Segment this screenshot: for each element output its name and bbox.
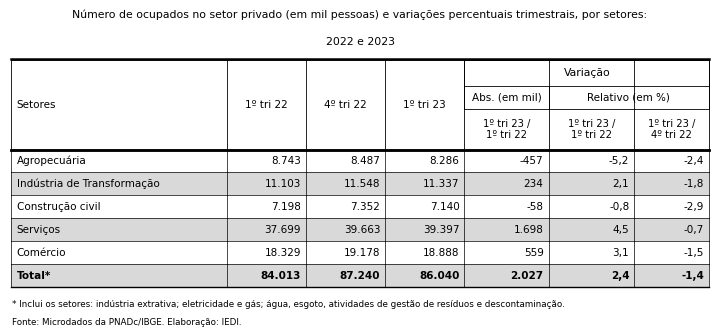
Text: 7.140: 7.140 bbox=[430, 202, 459, 212]
Text: -1,5: -1,5 bbox=[684, 248, 704, 258]
Bar bbox=[11, 196, 709, 218]
Text: Variação: Variação bbox=[564, 68, 610, 78]
Text: 1º tri 23 /
4º tri 22: 1º tri 23 / 4º tri 22 bbox=[648, 119, 696, 140]
Text: Relativo (em %): Relativo (em %) bbox=[588, 92, 670, 102]
Text: 1º tri 23: 1º tri 23 bbox=[403, 100, 446, 110]
Text: 234: 234 bbox=[523, 179, 544, 189]
Text: 3,1: 3,1 bbox=[613, 248, 629, 258]
Bar bbox=[11, 241, 709, 264]
Text: 11.103: 11.103 bbox=[264, 179, 301, 189]
Text: -1,8: -1,8 bbox=[684, 179, 704, 189]
Text: Construção civil: Construção civil bbox=[17, 202, 100, 212]
Bar bbox=[11, 264, 709, 287]
Text: Indústria de Transformação: Indústria de Transformação bbox=[17, 179, 159, 189]
Text: 18.888: 18.888 bbox=[423, 248, 459, 258]
Text: -0,8: -0,8 bbox=[609, 202, 629, 212]
Text: -0,7: -0,7 bbox=[684, 225, 704, 235]
Text: 2022 e 2023: 2022 e 2023 bbox=[325, 37, 395, 47]
Text: 19.178: 19.178 bbox=[343, 248, 380, 258]
Text: 1º tri 23 /
1º tri 22: 1º tri 23 / 1º tri 22 bbox=[568, 119, 615, 140]
Text: Total*: Total* bbox=[17, 271, 51, 281]
Text: 18.329: 18.329 bbox=[264, 248, 301, 258]
Text: 84.013: 84.013 bbox=[261, 271, 301, 281]
Text: * Inclui os setores: indústria extrativa; eletricidade e gás; água, esgoto, ativ: * Inclui os setores: indústria extrativa… bbox=[12, 300, 565, 308]
Text: Serviços: Serviços bbox=[17, 225, 60, 235]
Text: 86.040: 86.040 bbox=[419, 271, 459, 281]
Text: 39.663: 39.663 bbox=[343, 225, 380, 235]
Bar bbox=[11, 218, 709, 241]
Text: Número de ocupados no setor privado (em mil pessoas) e variações percentuais tri: Número de ocupados no setor privado (em … bbox=[73, 10, 647, 20]
Text: 7.352: 7.352 bbox=[351, 202, 380, 212]
Text: 559: 559 bbox=[523, 248, 544, 258]
Text: Comércio: Comércio bbox=[17, 248, 66, 258]
Text: -2,4: -2,4 bbox=[684, 156, 704, 166]
Text: 8.743: 8.743 bbox=[271, 156, 301, 166]
Text: -2,9: -2,9 bbox=[684, 202, 704, 212]
Bar bbox=[11, 150, 709, 172]
Text: 11.548: 11.548 bbox=[343, 179, 380, 189]
Text: 11.337: 11.337 bbox=[423, 179, 459, 189]
Text: 2,4: 2,4 bbox=[611, 271, 629, 281]
Text: -58: -58 bbox=[526, 202, 544, 212]
Text: 1º tri 22: 1º tri 22 bbox=[245, 100, 288, 110]
Text: Abs. (em mil): Abs. (em mil) bbox=[472, 92, 541, 102]
Text: -5,2: -5,2 bbox=[609, 156, 629, 166]
Text: 4º tri 22: 4º tri 22 bbox=[324, 100, 367, 110]
Text: 39.397: 39.397 bbox=[423, 225, 459, 235]
Text: 87.240: 87.240 bbox=[340, 271, 380, 281]
Bar bbox=[464, 60, 709, 86]
Text: Agropecuária: Agropecuária bbox=[17, 156, 86, 166]
Text: 4,5: 4,5 bbox=[613, 225, 629, 235]
Text: 8.286: 8.286 bbox=[430, 156, 459, 166]
Text: -1,4: -1,4 bbox=[681, 271, 704, 281]
Text: 8.487: 8.487 bbox=[351, 156, 380, 166]
Text: 37.699: 37.699 bbox=[264, 225, 301, 235]
Text: -457: -457 bbox=[520, 156, 544, 166]
Text: 2,1: 2,1 bbox=[613, 179, 629, 189]
Text: 1.698: 1.698 bbox=[514, 225, 544, 235]
Text: 1º tri 23 /
1º tri 22: 1º tri 23 / 1º tri 22 bbox=[483, 119, 530, 140]
Text: Fonte: Microdados da PNADc/IBGE. Elaboração: IEDI.: Fonte: Microdados da PNADc/IBGE. Elabora… bbox=[12, 318, 242, 327]
Text: 2.027: 2.027 bbox=[510, 271, 544, 281]
Text: Setores: Setores bbox=[17, 100, 56, 110]
Text: 7.198: 7.198 bbox=[271, 202, 301, 212]
Bar bbox=[11, 172, 709, 196]
